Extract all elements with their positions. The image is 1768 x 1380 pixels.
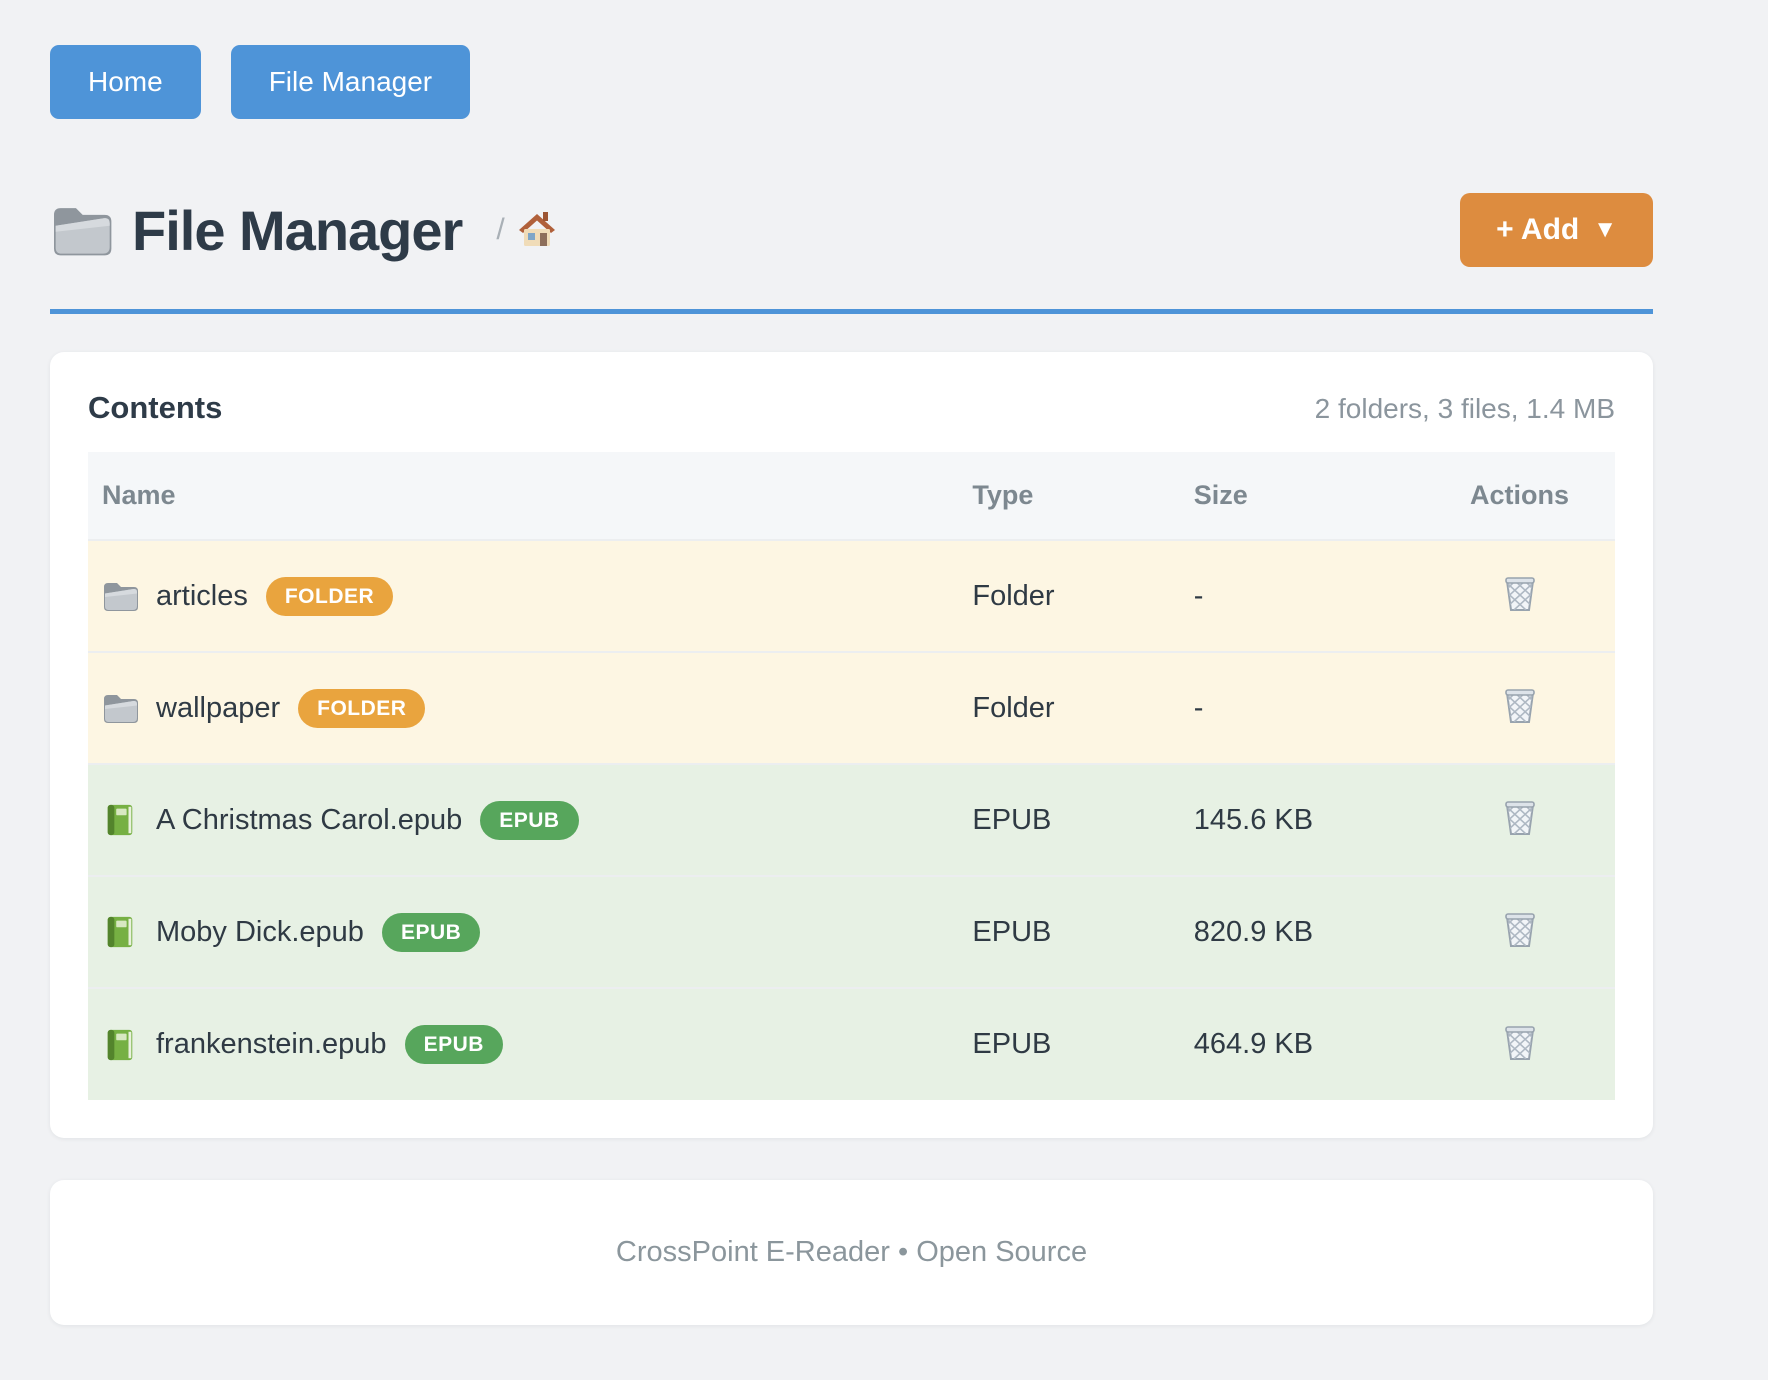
file-type: Folder (958, 539, 1180, 652)
add-button-label: + Add (1496, 213, 1580, 246)
table-row[interactable]: articles FOLDER Folder - (88, 539, 1615, 652)
table-header-row: Name Type Size Actions (88, 452, 1615, 540)
trash-icon (1502, 1023, 1538, 1063)
table-row[interactable]: A Christmas Carol.epub EPUB EPUB 145.6 K… (88, 763, 1615, 876)
breadcrumb-separator: / (496, 213, 505, 246)
file-size: 464.9 KB (1179, 987, 1425, 1100)
column-header-type: Type (958, 452, 1180, 540)
footer-text: CrossPoint E-Reader • Open Source (615, 1236, 1088, 1268)
file-name[interactable]: wallpaper (156, 691, 281, 724)
home-icon[interactable] (517, 211, 557, 249)
delete-button[interactable] (1498, 1019, 1542, 1067)
book-icon (102, 803, 138, 837)
page: Home File Manager File Manager / + Add ▼… (50, 45, 1653, 1325)
card-header: Contents 2 folders, 3 files, 1.4 MB (88, 390, 1615, 426)
trash-icon (1502, 910, 1538, 950)
file-name[interactable]: A Christmas Carol.epub (156, 803, 463, 836)
page-title: File Manager (132, 198, 463, 262)
delete-button[interactable] (1498, 906, 1542, 954)
file-type: Folder (958, 651, 1180, 764)
file-size: - (1179, 539, 1425, 652)
chevron-down-icon: ▼ (1593, 216, 1617, 243)
column-header-actions: Actions (1424, 452, 1615, 540)
file-size: 145.6 KB (1179, 763, 1425, 876)
file-table: Name Type Size Actions articles FOLDER (88, 452, 1615, 1100)
file-size: - (1179, 651, 1425, 764)
file-type: EPUB (958, 875, 1180, 988)
file-name[interactable]: articles (156, 579, 248, 612)
column-header-name: Name (88, 452, 959, 540)
file-size: 820.9 KB (1179, 875, 1425, 988)
book-icon (102, 915, 138, 949)
epub-badge: EPUB (404, 1025, 503, 1064)
folder-icon (102, 691, 138, 725)
card-title: Contents (88, 390, 223, 425)
add-button[interactable]: + Add ▼ (1460, 193, 1653, 267)
epub-badge: EPUB (480, 800, 579, 840)
breadcrumb: / (496, 211, 556, 249)
file-manager-button[interactable]: File Manager (230, 45, 471, 119)
column-header-size: Size (1179, 452, 1425, 540)
table-row[interactable]: wallpaper FOLDER Folder - (88, 651, 1615, 764)
delete-button[interactable] (1498, 794, 1542, 842)
table-row[interactable]: Moby Dick.epub EPUB EPUB 820.9 KB (88, 875, 1615, 988)
folder-icon (50, 203, 112, 257)
table-row[interactable]: frankenstein.epub EPUB EPUB 464.9 KB (88, 987, 1615, 1100)
home-button[interactable]: Home (50, 45, 201, 119)
footer: CrossPoint E-Reader • Open Source (50, 1180, 1653, 1325)
contents-card: Contents 2 folders, 3 files, 1.4 MB Name… (50, 352, 1653, 1138)
folder-badge: FOLDER (298, 688, 426, 728)
page-header: File Manager / + Add ▼ (50, 193, 1653, 267)
contents-summary: 2 folders, 3 files, 1.4 MB (1314, 393, 1615, 424)
file-type: EPUB (958, 763, 1180, 876)
folder-icon (102, 579, 138, 613)
trash-icon (1502, 574, 1538, 614)
delete-button[interactable] (1498, 570, 1542, 618)
file-type: EPUB (958, 987, 1180, 1100)
trash-icon (1502, 798, 1538, 838)
epub-badge: EPUB (381, 912, 481, 952)
divider-rule (50, 309, 1653, 314)
file-name[interactable]: frankenstein.epub (156, 1028, 387, 1060)
file-name[interactable]: Moby Dick.epub (156, 915, 364, 948)
title-group: File Manager / (50, 198, 557, 263)
trash-icon (1502, 686, 1538, 726)
folder-badge: FOLDER (265, 576, 394, 616)
top-nav: Home File Manager (50, 45, 1653, 119)
book-icon (102, 1028, 138, 1062)
delete-button[interactable] (1498, 682, 1542, 730)
